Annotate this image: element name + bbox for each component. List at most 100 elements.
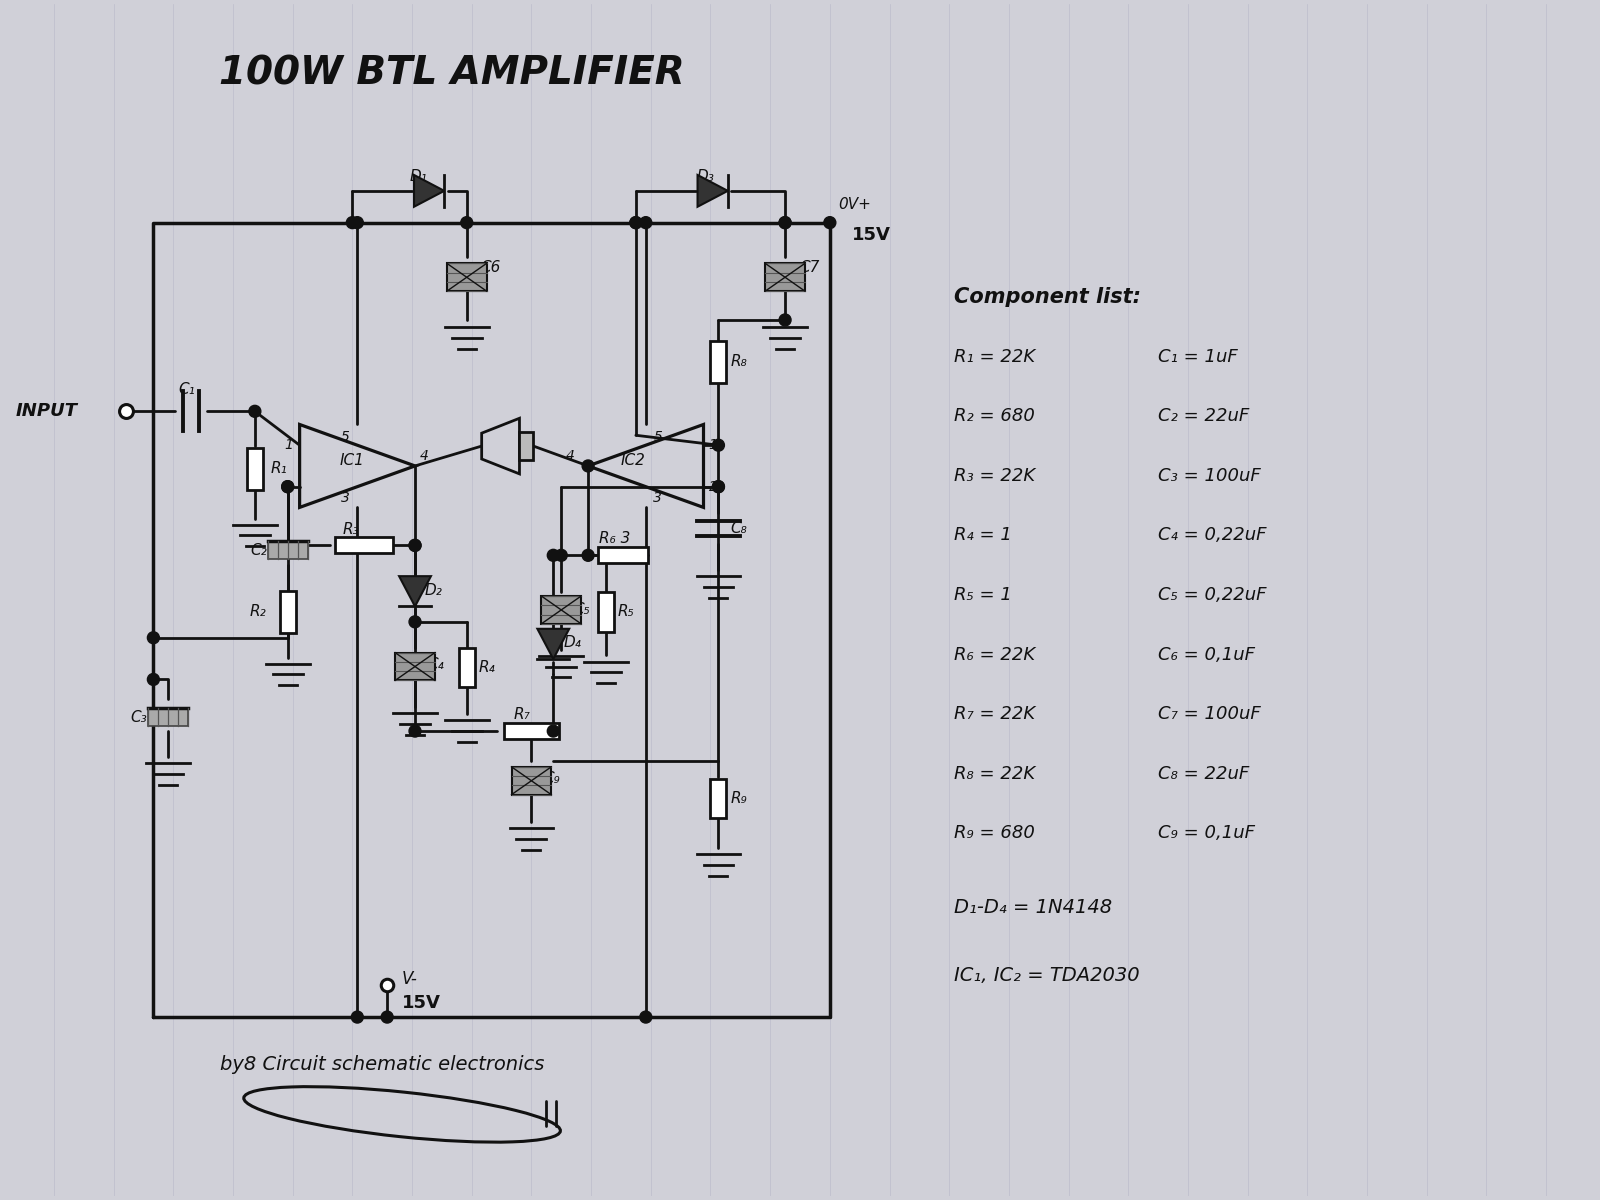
Text: D₄: D₄ (563, 635, 581, 650)
Circle shape (147, 673, 160, 685)
Text: C₄ = 0,22uF: C₄ = 0,22uF (1158, 527, 1267, 545)
Text: 15V: 15V (851, 226, 891, 244)
Circle shape (779, 314, 790, 326)
Text: 1: 1 (285, 438, 293, 452)
Bar (149, 708, 189, 726)
Text: 3: 3 (653, 491, 662, 505)
Text: 4: 4 (566, 449, 574, 463)
Text: C7: C7 (798, 260, 819, 275)
Circle shape (410, 540, 421, 551)
Circle shape (630, 217, 642, 228)
Circle shape (282, 481, 294, 493)
Circle shape (712, 481, 725, 493)
Text: C₁: C₁ (178, 382, 195, 397)
Circle shape (779, 217, 790, 228)
Text: R₁ = 22K: R₁ = 22K (954, 348, 1035, 366)
Text: 0V+: 0V+ (838, 197, 870, 212)
Polygon shape (414, 175, 445, 206)
Circle shape (547, 550, 560, 562)
Text: 5: 5 (341, 430, 350, 444)
Bar (336, 538, 394, 553)
Text: C₅: C₅ (573, 602, 590, 618)
Text: R₂ = 680: R₂ = 680 (954, 407, 1035, 425)
Text: R₅ = 1: R₅ = 1 (954, 586, 1013, 604)
Bar (598, 592, 614, 631)
Text: R₃ = 22K: R₃ = 22K (954, 467, 1035, 485)
Circle shape (410, 616, 421, 628)
Circle shape (640, 217, 651, 228)
Text: IC2: IC2 (621, 454, 646, 468)
Polygon shape (698, 175, 728, 206)
Text: 4: 4 (419, 449, 429, 463)
Circle shape (250, 406, 261, 418)
Bar (280, 592, 296, 632)
Text: R₆ = 22K: R₆ = 22K (954, 646, 1035, 664)
Text: R₆ 3: R₆ 3 (598, 530, 630, 546)
Bar (710, 779, 726, 818)
Text: R₉ = 680: R₉ = 680 (954, 824, 1035, 842)
Text: C₂: C₂ (250, 542, 267, 558)
Text: 2: 2 (709, 480, 717, 493)
Circle shape (282, 481, 294, 493)
Bar (765, 263, 805, 292)
Text: D₁-D₄ = 1N4148: D₁-D₄ = 1N4148 (954, 899, 1112, 917)
Text: 100W BTL AMPLIFIER: 100W BTL AMPLIFIER (219, 55, 685, 92)
Text: C₇ = 100uF: C₇ = 100uF (1158, 706, 1261, 724)
Circle shape (824, 217, 835, 228)
Text: R₄ = 1: R₄ = 1 (954, 527, 1013, 545)
Bar (395, 653, 435, 680)
Text: R₇ = 22K: R₇ = 22K (954, 706, 1035, 724)
Bar (459, 648, 475, 688)
Circle shape (582, 460, 594, 472)
Text: C6: C6 (480, 260, 501, 275)
Circle shape (582, 550, 594, 562)
Text: R₈ = 22K: R₈ = 22K (954, 764, 1035, 782)
Text: C₉: C₉ (544, 772, 560, 786)
Circle shape (630, 217, 642, 228)
Text: D₂: D₂ (426, 582, 443, 598)
Text: C₃ = 100uF: C₃ = 100uF (1158, 467, 1261, 485)
Circle shape (147, 631, 160, 643)
Text: V-: V- (402, 971, 418, 989)
Text: D₃: D₃ (696, 169, 715, 185)
Text: R₂: R₂ (250, 605, 267, 619)
Circle shape (410, 540, 421, 551)
Bar (520, 432, 533, 460)
Text: by8 Circuit schematic electronics: by8 Circuit schematic electronics (221, 1055, 544, 1074)
Text: C₂ = 22uF: C₂ = 22uF (1158, 407, 1250, 425)
Circle shape (381, 1012, 394, 1024)
Text: C₉ = 0,1uF: C₉ = 0,1uF (1158, 824, 1254, 842)
Bar (541, 596, 581, 624)
Text: R₈: R₈ (730, 354, 747, 370)
Bar (710, 341, 726, 383)
Circle shape (779, 217, 790, 228)
Text: R₁: R₁ (270, 462, 288, 476)
Text: R₇: R₇ (514, 707, 530, 721)
Text: R₉: R₉ (730, 791, 747, 806)
Text: R₃: R₃ (342, 522, 358, 536)
Text: 15V: 15V (402, 994, 442, 1012)
Text: C₆ = 0,1uF: C₆ = 0,1uF (1158, 646, 1254, 664)
Circle shape (712, 481, 725, 493)
Circle shape (352, 217, 363, 228)
Bar (446, 263, 486, 292)
Text: R₅: R₅ (618, 605, 635, 619)
Bar (598, 547, 648, 563)
Bar (512, 767, 552, 794)
Circle shape (712, 439, 725, 451)
Circle shape (410, 725, 421, 737)
Circle shape (461, 217, 472, 228)
Polygon shape (398, 576, 430, 606)
Text: C₈ = 22uF: C₈ = 22uF (1158, 764, 1250, 782)
Circle shape (346, 217, 358, 228)
Bar (246, 448, 262, 490)
Bar (504, 724, 558, 739)
Text: INPUT: INPUT (16, 402, 78, 420)
Circle shape (640, 1012, 651, 1024)
Circle shape (547, 725, 560, 737)
Circle shape (352, 1012, 363, 1024)
Circle shape (555, 550, 568, 562)
Text: IC₁, IC₂ = TDA2030: IC₁, IC₂ = TDA2030 (954, 966, 1139, 985)
Text: C₄: C₄ (427, 658, 443, 672)
Text: C₅ = 0,22uF: C₅ = 0,22uF (1158, 586, 1267, 604)
